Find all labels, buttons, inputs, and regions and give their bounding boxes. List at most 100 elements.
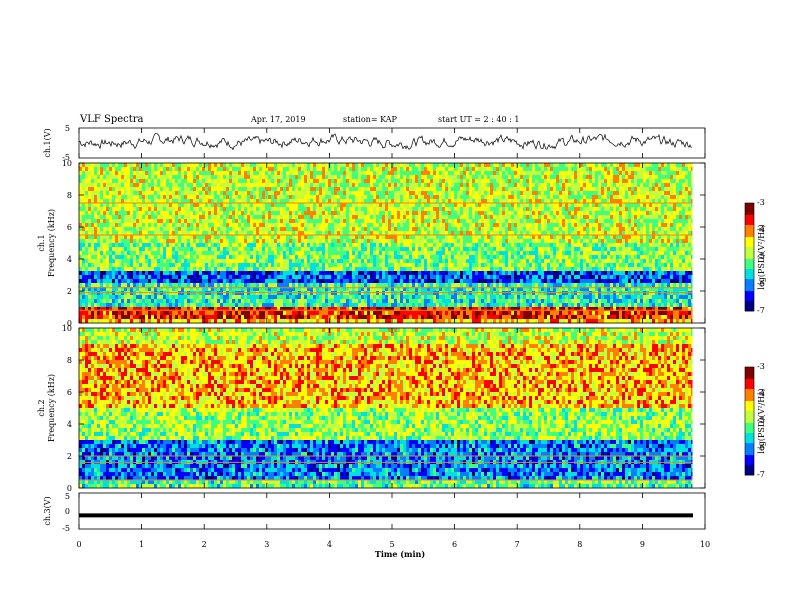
spectrogram-cell	[403, 247, 406, 251]
spectrogram-cell	[184, 239, 187, 243]
spectrogram-cell	[379, 187, 382, 191]
spectrogram-cell	[655, 255, 658, 259]
spectrogram-cell	[376, 171, 379, 175]
spectrogram-cell	[220, 251, 223, 255]
spectrogram-cell	[238, 207, 241, 211]
spectrogram-cell	[259, 219, 262, 223]
spectrogram-cell	[493, 179, 496, 183]
spectrogram-cell	[328, 179, 331, 183]
spectrogram-cell	[601, 215, 604, 219]
spectrogram-cell	[196, 223, 199, 227]
spectrogram-cell	[118, 183, 121, 187]
spectrogram-cell	[115, 219, 118, 223]
spectrogram-cell	[325, 187, 328, 191]
spectrogram-cell	[421, 251, 424, 255]
spectrogram-cell	[349, 251, 352, 255]
spectrogram-cell	[481, 191, 484, 195]
spectrogram-cell	[433, 203, 436, 207]
spectrogram-cell	[313, 219, 316, 223]
spectrogram-cell	[469, 175, 472, 179]
spectrogram-cell	[328, 187, 331, 191]
spectrogram-cell	[649, 167, 652, 171]
spectrogram-cell	[238, 235, 241, 239]
spectrogram-cell	[106, 223, 109, 227]
spectrogram-cell	[292, 175, 295, 179]
spectrogram-cell	[235, 179, 238, 183]
spectrogram-cell	[406, 219, 409, 223]
spectrogram-cell	[658, 167, 661, 171]
spectrogram-cell	[487, 183, 490, 187]
spectrogram-cell	[646, 175, 649, 179]
spectrogram-cell	[487, 203, 490, 207]
spectrogram-cell	[412, 235, 415, 239]
spectrogram-cell	[190, 163, 193, 167]
spectrogram-cell	[154, 243, 157, 247]
spectrogram-cell	[235, 219, 238, 223]
spectrogram-cell	[493, 243, 496, 247]
spectrogram-cell	[469, 167, 472, 171]
spectrogram-cell	[178, 167, 181, 171]
spectrogram-cell	[496, 235, 499, 239]
spectrogram-cell	[523, 251, 526, 255]
spectrogram-cell	[148, 251, 151, 255]
spectrogram-cell	[232, 247, 235, 251]
spectrogram-cell	[280, 203, 283, 207]
spectrogram-cell	[391, 211, 394, 215]
spectrogram-cell	[184, 251, 187, 255]
spectrogram-cell	[223, 171, 226, 175]
spectrogram-cell	[538, 207, 541, 211]
spectrogram-cell	[184, 247, 187, 251]
spectrogram-cell	[307, 255, 310, 259]
spectrogram-cell	[403, 219, 406, 223]
spectrogram-cell	[484, 243, 487, 247]
spectrogram-cell	[358, 247, 361, 251]
spectrogram-cell	[280, 171, 283, 175]
spectrogram-cell	[358, 171, 361, 175]
spectrogram-cell	[406, 207, 409, 211]
spectrogram-cell	[601, 167, 604, 171]
spectrogram-cell	[223, 175, 226, 179]
spectrogram-cell	[199, 219, 202, 223]
spectrogram-cell	[529, 167, 532, 171]
spectrogram-cell	[343, 167, 346, 171]
spectrogram-cell	[463, 187, 466, 191]
spectrogram-cell	[295, 223, 298, 227]
spectrogram-cell	[172, 235, 175, 239]
spectrogram-cell	[238, 243, 241, 247]
spectrogram-cell	[400, 251, 403, 255]
spectrogram-cell	[304, 227, 307, 231]
spectrogram-cell	[466, 211, 469, 215]
spectrogram-cell	[118, 167, 121, 171]
spectrogram-cell	[361, 163, 364, 167]
spectrogram-cell	[151, 223, 154, 227]
spectrogram-cell	[610, 167, 613, 171]
spectrogram-cell	[385, 203, 388, 207]
spectrogram-cell	[379, 227, 382, 231]
spectrogram-cell	[208, 239, 211, 243]
spectrogram-cell	[247, 183, 250, 187]
spectrogram-cell	[139, 207, 142, 211]
spectrogram-cell	[430, 247, 433, 251]
spectrogram-cell	[91, 183, 94, 187]
spectrogram-cell	[214, 235, 217, 239]
spectrogram-cell	[670, 183, 673, 187]
spectrogram-cell	[385, 247, 388, 251]
spectrogram-cell	[208, 171, 211, 175]
spectrogram-cell	[544, 255, 547, 259]
spectrogram-cell	[145, 171, 148, 175]
spectrogram-cell	[325, 235, 328, 239]
spectrogram-cell	[394, 179, 397, 183]
spectrogram-cell	[265, 251, 268, 255]
spectrogram-cell	[658, 183, 661, 187]
spectrogram-cell	[688, 223, 691, 227]
spectrogram-cell	[523, 223, 526, 227]
spectrogram-cell	[550, 183, 553, 187]
spectrogram-cell	[673, 203, 676, 207]
spectrogram-cell	[670, 171, 673, 175]
spectrogram-cell	[667, 183, 670, 187]
spectrogram-cell	[211, 223, 214, 227]
spectrogram-cell	[217, 187, 220, 191]
spectrogram-cell	[688, 167, 691, 171]
spectrogram-cell	[136, 227, 139, 231]
spectrogram-cell	[142, 223, 145, 227]
